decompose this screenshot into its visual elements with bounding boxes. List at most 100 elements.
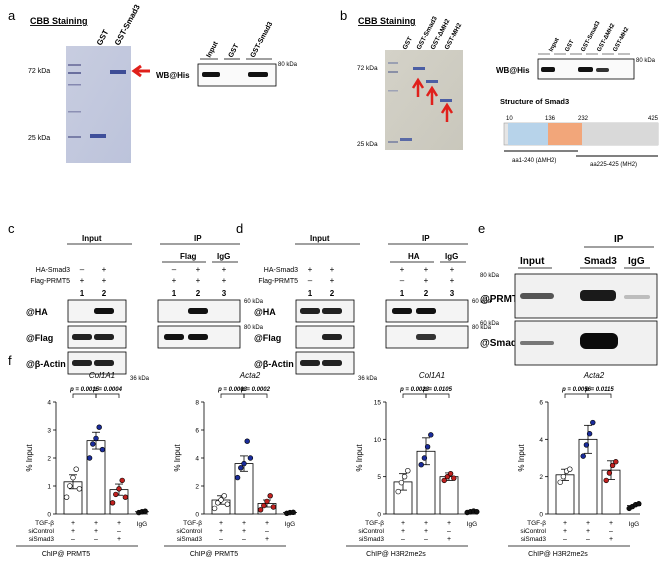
data-point (441, 477, 447, 484)
structure-tick: 425 (648, 116, 659, 122)
sign: – (117, 528, 121, 535)
sign: + (117, 536, 121, 543)
sign: + (424, 528, 428, 535)
data-point (290, 509, 296, 516)
sign: + (71, 520, 75, 527)
lane-number: 2 (330, 289, 335, 298)
sign: + (71, 528, 75, 535)
blot-band (580, 333, 618, 349)
data-point (76, 486, 83, 492)
gel-lane-labels-a: GST GST-Smad3 (95, 3, 142, 47)
data-point (636, 501, 642, 507)
blot-band (188, 308, 208, 314)
sign: + (424, 265, 429, 274)
panel-letter-d: d (236, 221, 243, 236)
kda-label: 80 kDa (472, 325, 492, 331)
group-label: IP (194, 234, 202, 243)
sign: + (117, 520, 121, 527)
condition-label: siControl (358, 528, 384, 535)
lane-number: 2 (102, 289, 107, 298)
data-point (113, 491, 119, 498)
condition-label: Flag-PRMT5 (258, 278, 298, 285)
condition-label: HA-Smad3 (36, 267, 70, 274)
sign: + (222, 276, 227, 285)
data-point (142, 508, 148, 514)
ip-sub-label: HA (408, 252, 420, 261)
data-point (583, 442, 590, 448)
y-tick-label: 0 (539, 512, 543, 519)
sign: – (308, 276, 313, 285)
lane-label: Input (520, 256, 545, 267)
sign: + (222, 265, 227, 274)
kda-label: 60 kDa (472, 299, 492, 305)
blot-band (72, 334, 92, 340)
gel-band (90, 134, 106, 138)
gel-band (388, 71, 398, 73)
sign: + (330, 276, 335, 285)
blot-label: @PRMT5 (480, 294, 524, 305)
sign: + (219, 520, 223, 527)
data-point (270, 504, 277, 510)
data-point (405, 467, 411, 474)
data-point (116, 486, 122, 492)
kda-label: 60 kDa (244, 299, 264, 305)
data-point (418, 462, 424, 468)
significance-bracket (402, 393, 427, 398)
condition-label: HA-Smad3 (264, 267, 298, 274)
gel-band (413, 67, 425, 70)
blot-label: @β-Actin (254, 359, 294, 369)
data-point (67, 483, 73, 489)
igg-label: IgG (467, 521, 477, 528)
igg-label: IgG (137, 521, 147, 528)
gel-band (400, 138, 412, 141)
gel-band (68, 72, 81, 74)
sign: + (94, 528, 98, 535)
cbb-gel-a (66, 46, 131, 163)
condition-label: siSmad3 (359, 536, 385, 543)
chart-title: Col1A1 (89, 371, 115, 380)
condition-label: siControl (176, 528, 202, 535)
p-value: p = 0.0056 (561, 387, 592, 393)
data-point (609, 462, 616, 469)
structure-label: aa225-425 (MH2) (590, 162, 637, 168)
p-value: p = 0.0004 (92, 387, 123, 393)
data-point (447, 470, 454, 477)
y-tick-label: 8 (195, 400, 199, 407)
sign: + (609, 520, 613, 527)
chip-footer: ChIP@ PRMT5 (190, 551, 238, 558)
data-point (70, 474, 76, 481)
igg-label: IgG (285, 521, 295, 528)
data-point (261, 502, 267, 509)
data-point (211, 505, 218, 512)
y-tick-label: 1 (47, 484, 51, 491)
data-point (119, 477, 125, 484)
significance-bracket (243, 393, 268, 398)
blot-band (596, 68, 609, 72)
lane-number: 3 (222, 289, 227, 298)
y-tick-label: 0 (377, 512, 381, 519)
p-value: p = 0.0105 (422, 387, 453, 393)
linker-domain (548, 123, 582, 145)
sign: + (219, 528, 223, 535)
p-value: p = 0.0015 (69, 387, 100, 393)
blot-band (392, 308, 412, 314)
gel-band (388, 141, 398, 143)
y-tick-label: 4 (539, 437, 543, 444)
cbb-title-a: CBB Staining (30, 16, 88, 26)
sign: + (424, 276, 429, 285)
wb-blot-a (197, 63, 277, 87)
data-point (567, 466, 573, 472)
y-tick-label: 0 (47, 512, 51, 519)
blot-band (72, 360, 92, 366)
p-value: p = 0.0115 (584, 387, 614, 393)
blot-band (322, 334, 342, 340)
y-tick-label: 6 (539, 400, 543, 407)
wb-lane-label: GST-MH2 (612, 26, 630, 53)
p-value: p = 0.0003 (217, 387, 248, 393)
wb-lane-label: Input (206, 40, 221, 59)
wb-lane-label: Input (548, 37, 560, 53)
blot-band (164, 334, 184, 340)
sign: + (265, 520, 269, 527)
sign: + (102, 276, 107, 285)
